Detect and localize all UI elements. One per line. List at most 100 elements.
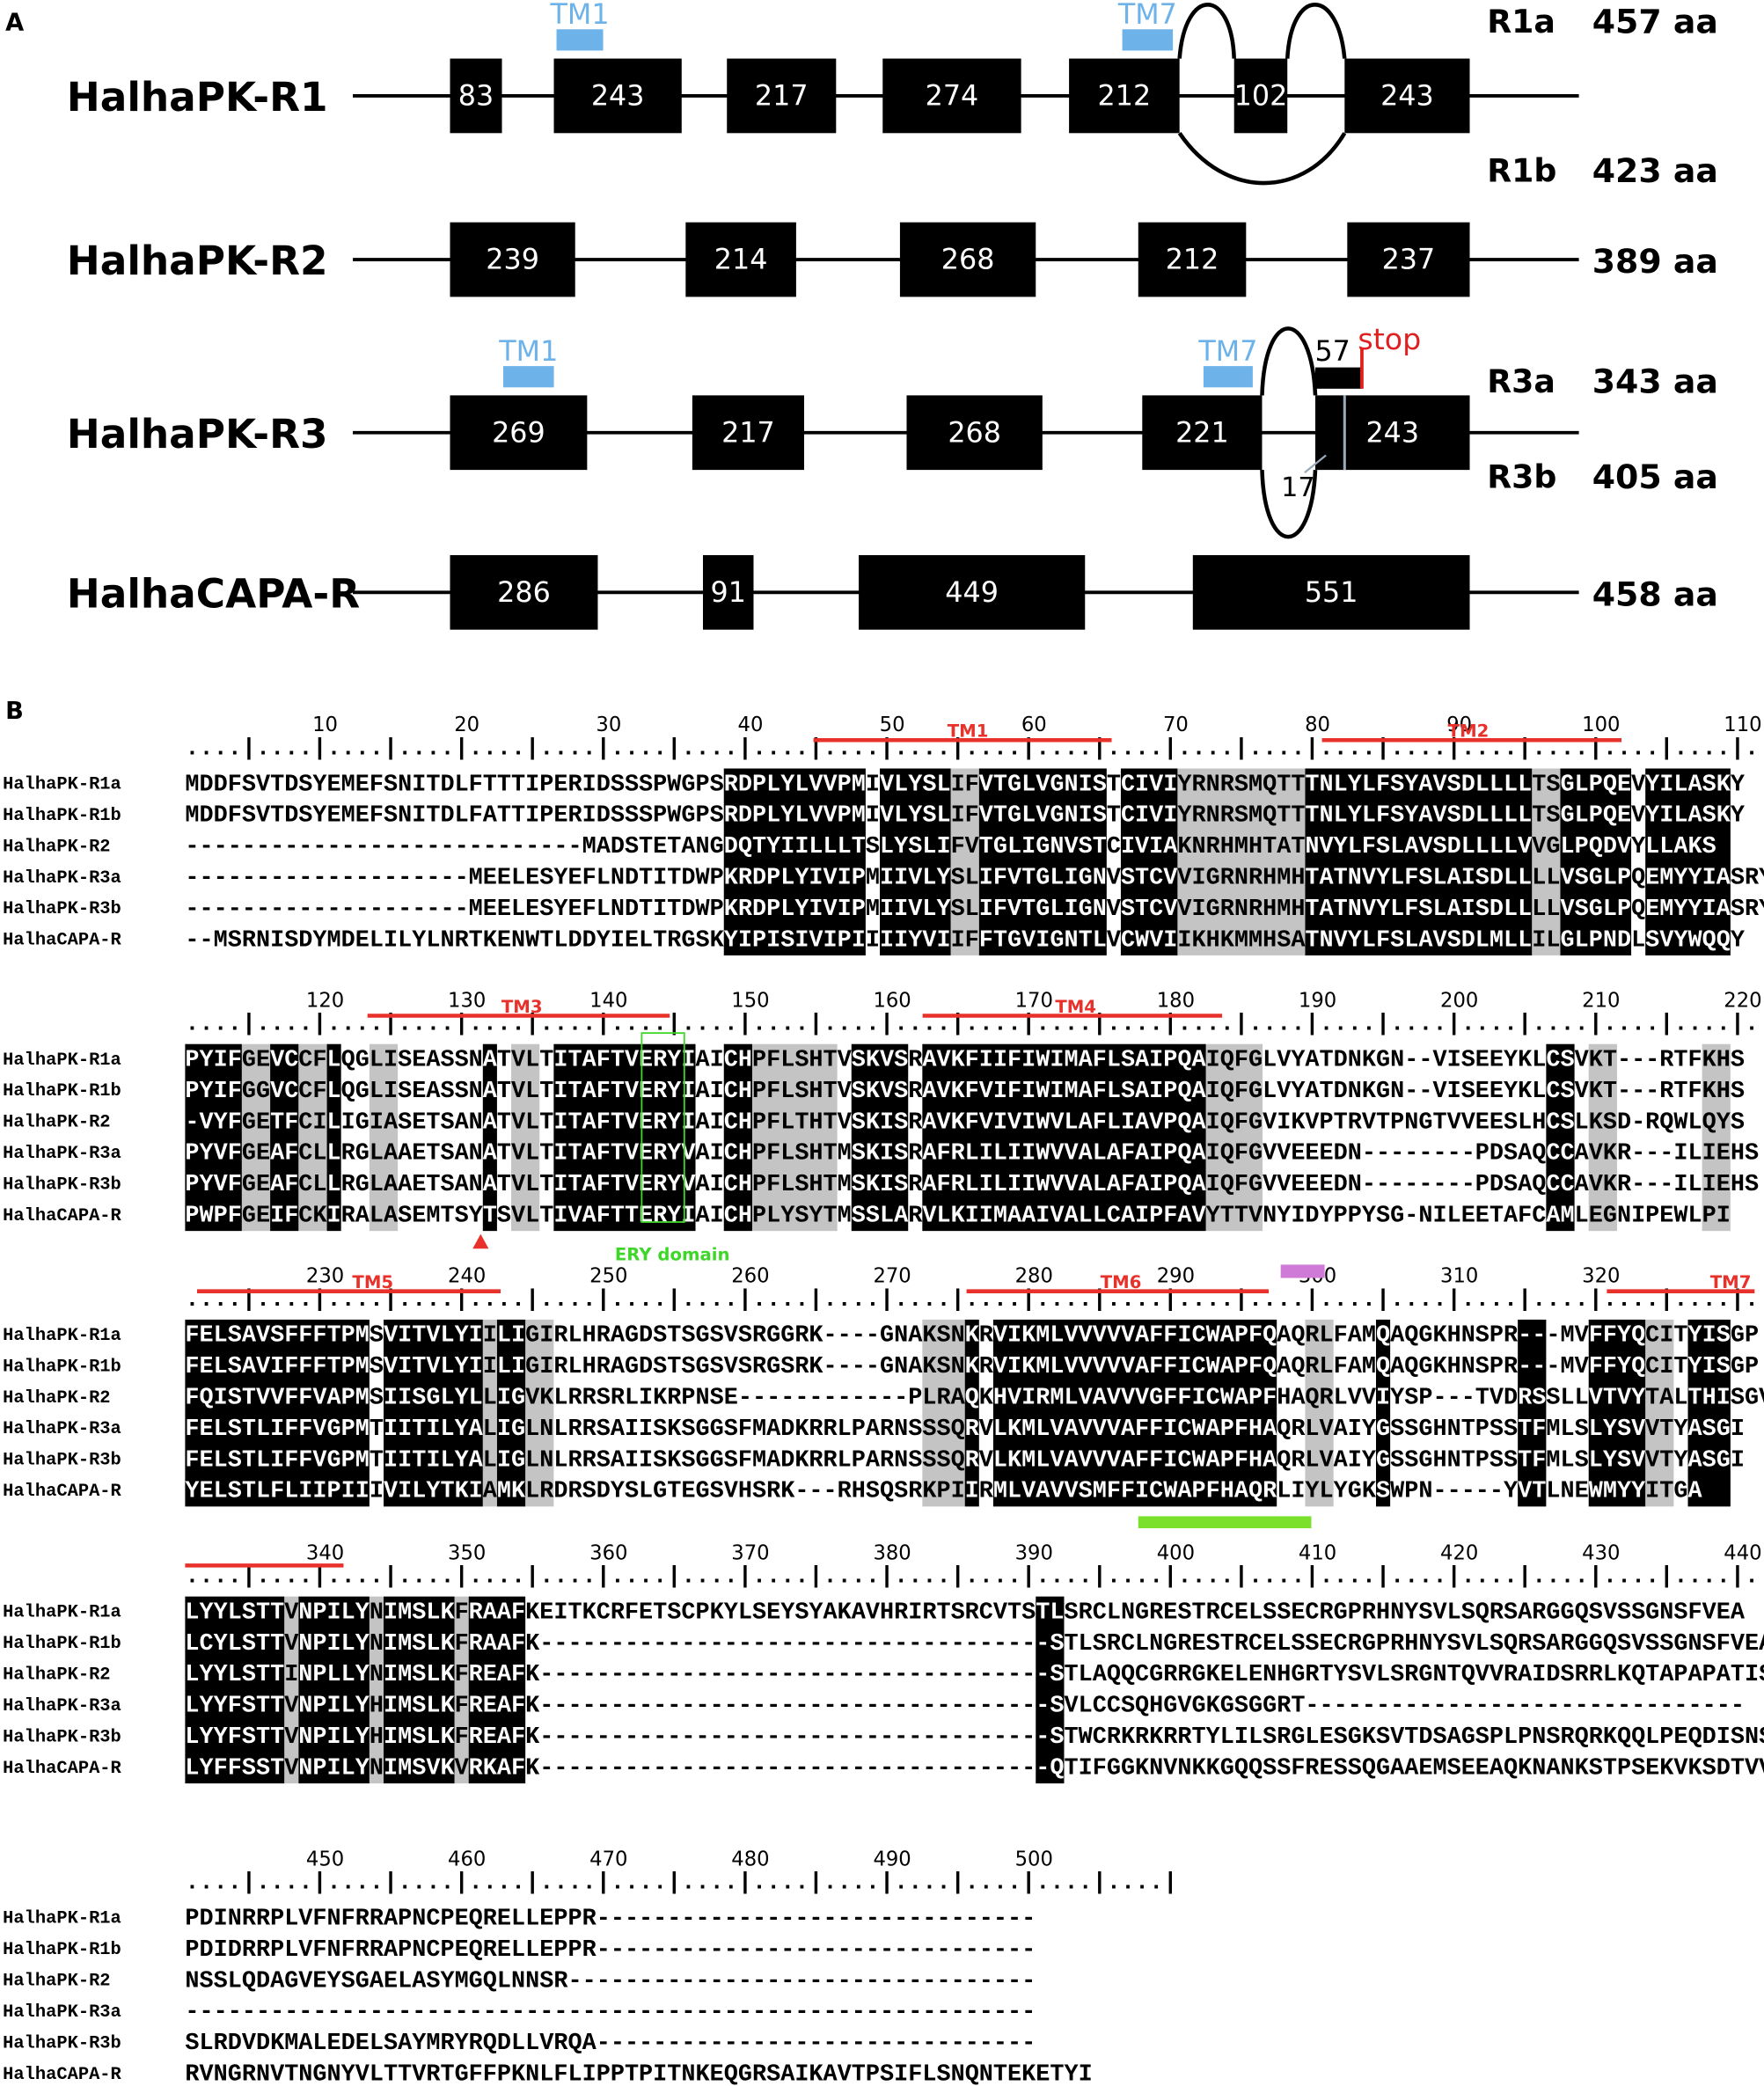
identical-shading <box>384 1596 455 1784</box>
sequence: PDIDRRPLVFNFRRAPNCPEQRELLEPPR-----------… <box>185 1937 1036 1964</box>
similar-shading <box>1645 1319 1674 1507</box>
sequence-name: HalhaCAPA-R <box>3 1206 121 1226</box>
position-label: 170 <box>1015 989 1053 1012</box>
similar-shading <box>950 768 979 955</box>
exon-length: 551 <box>1305 577 1358 609</box>
position-label: 240 <box>448 1265 486 1288</box>
sequence-name: HalhaPK-R2 <box>3 1972 110 1992</box>
alt-exon-length: 57 <box>1314 336 1350 368</box>
similar-shading <box>298 1043 327 1232</box>
gene-name: HalhaPK-R2 <box>67 238 328 284</box>
exon-length: 217 <box>721 417 775 449</box>
tm-label: TM5 <box>352 1272 393 1292</box>
similar-shading <box>369 1596 384 1784</box>
exon-length: 91 <box>711 577 746 609</box>
motif-bar <box>1138 1516 1312 1529</box>
gene-name: HalhaCAPA-R <box>67 570 361 617</box>
identical-shading <box>1305 768 1533 955</box>
position-label: 430 <box>1582 1541 1620 1564</box>
position-label: 340 <box>306 1541 344 1564</box>
ruler: ....|....| <box>1320 1012 1461 1038</box>
identical-shading <box>1560 768 1632 955</box>
sequence-name: HalhaPK-R2 <box>3 1665 110 1686</box>
identical-shading <box>851 1043 909 1232</box>
ruler: ....|....| <box>752 1870 894 1897</box>
ery-box <box>640 1032 685 1223</box>
exon-length: 217 <box>755 80 809 112</box>
similar-shading <box>482 1319 497 1507</box>
position-label: 350 <box>448 1541 486 1564</box>
sequence-name: HalhaPK-R1a <box>3 1603 121 1623</box>
tm-label: TM7 <box>1197 336 1257 368</box>
ruler: ....|....| <box>611 1287 752 1314</box>
position-label: 460 <box>448 1848 486 1870</box>
identical-shading <box>468 1596 526 1784</box>
splice-arc <box>1177 132 1347 186</box>
similar-shading <box>751 1043 838 1232</box>
similar-shading <box>1305 1319 1334 1507</box>
ruler: ....|....| <box>1603 736 1745 762</box>
identical-shading <box>723 1043 752 1232</box>
ruler: ....|....| <box>894 1870 1036 1897</box>
ruler: ....|....| <box>752 1564 894 1591</box>
identical-shading <box>1588 1319 1646 1507</box>
sequence: SLRDVDKMALEDELSAYMRYRQDLLVRQA-----------… <box>185 2031 1036 2057</box>
position-label: 70 <box>1163 714 1189 736</box>
protein-length: 405 aa <box>1592 457 1718 496</box>
sequence-name: HalhaPK-R1b <box>3 1357 121 1377</box>
position-label: 100 <box>1582 714 1620 736</box>
tm-marker <box>556 29 604 51</box>
exon <box>1344 58 1470 134</box>
similar-shading <box>369 1043 399 1232</box>
position-label: 360 <box>589 1541 627 1564</box>
position-label: 400 <box>1157 1541 1195 1564</box>
sequence-name: HalhaPK-R3b <box>3 1727 121 1747</box>
sequence-name: HalhaCAPA-R <box>3 2065 121 2085</box>
tm-label: TM1 <box>498 336 558 368</box>
exon-length: 268 <box>948 417 1001 449</box>
position-label: 90 <box>1446 714 1472 736</box>
ery-label: ERY domain <box>615 1244 730 1264</box>
protein-length: 389 aa <box>1592 242 1718 281</box>
sequence-name: HalhaPK-R3b <box>3 1451 121 1471</box>
exon-length: 268 <box>941 245 995 276</box>
identical-shading <box>1120 768 1178 955</box>
identical-shading <box>298 1596 370 1784</box>
panel-label: B <box>5 698 24 725</box>
position-label: 440 <box>1724 1541 1761 1564</box>
ruler: ....|....| <box>185 1564 326 1591</box>
sequence-name: HalhaPK-R3a <box>3 1144 121 1164</box>
exon <box>450 395 588 471</box>
sequence: RVNGRNVTNGNYVLTTVRTGFFPKNLFLIPPTPITNKEQG… <box>185 2061 1092 2086</box>
position-label: 410 <box>1299 1541 1336 1564</box>
ruler: ....|....| <box>894 1564 1036 1591</box>
sequence-name: HalhaCAPA-R <box>3 931 121 951</box>
identical-shading <box>185 1596 285 1784</box>
ruler: ....|....| <box>1603 1012 1745 1038</box>
exon <box>685 222 796 297</box>
position-label: 290 <box>1157 1265 1195 1288</box>
exon <box>1192 554 1470 630</box>
alt-exon <box>1315 367 1362 389</box>
exon <box>1347 222 1470 297</box>
exon-length: 83 <box>458 80 494 112</box>
position-label: 490 <box>873 1848 911 1870</box>
position-label: 60 <box>1021 714 1047 736</box>
ruler: ....|....| <box>1036 1870 1177 1897</box>
sequence-name: HalhaPK-R2 <box>3 1113 110 1133</box>
identical-shading <box>384 1319 483 1507</box>
ruler: ....|....| <box>752 1287 894 1314</box>
position-label: 450 <box>306 1848 344 1870</box>
exon <box>692 395 804 471</box>
position-label: 50 <box>880 714 905 736</box>
similar-shading <box>454 1596 469 1784</box>
position-label: 250 <box>589 1265 627 1288</box>
identical-shading <box>270 1043 299 1232</box>
identical-shading <box>1687 1319 1731 1507</box>
position-label: 150 <box>731 989 769 1012</box>
isoform-name: R3a <box>1487 362 1555 400</box>
similar-shading <box>241 1043 271 1232</box>
position-label: 200 <box>1440 989 1478 1012</box>
identical-shading <box>922 1043 1206 1232</box>
